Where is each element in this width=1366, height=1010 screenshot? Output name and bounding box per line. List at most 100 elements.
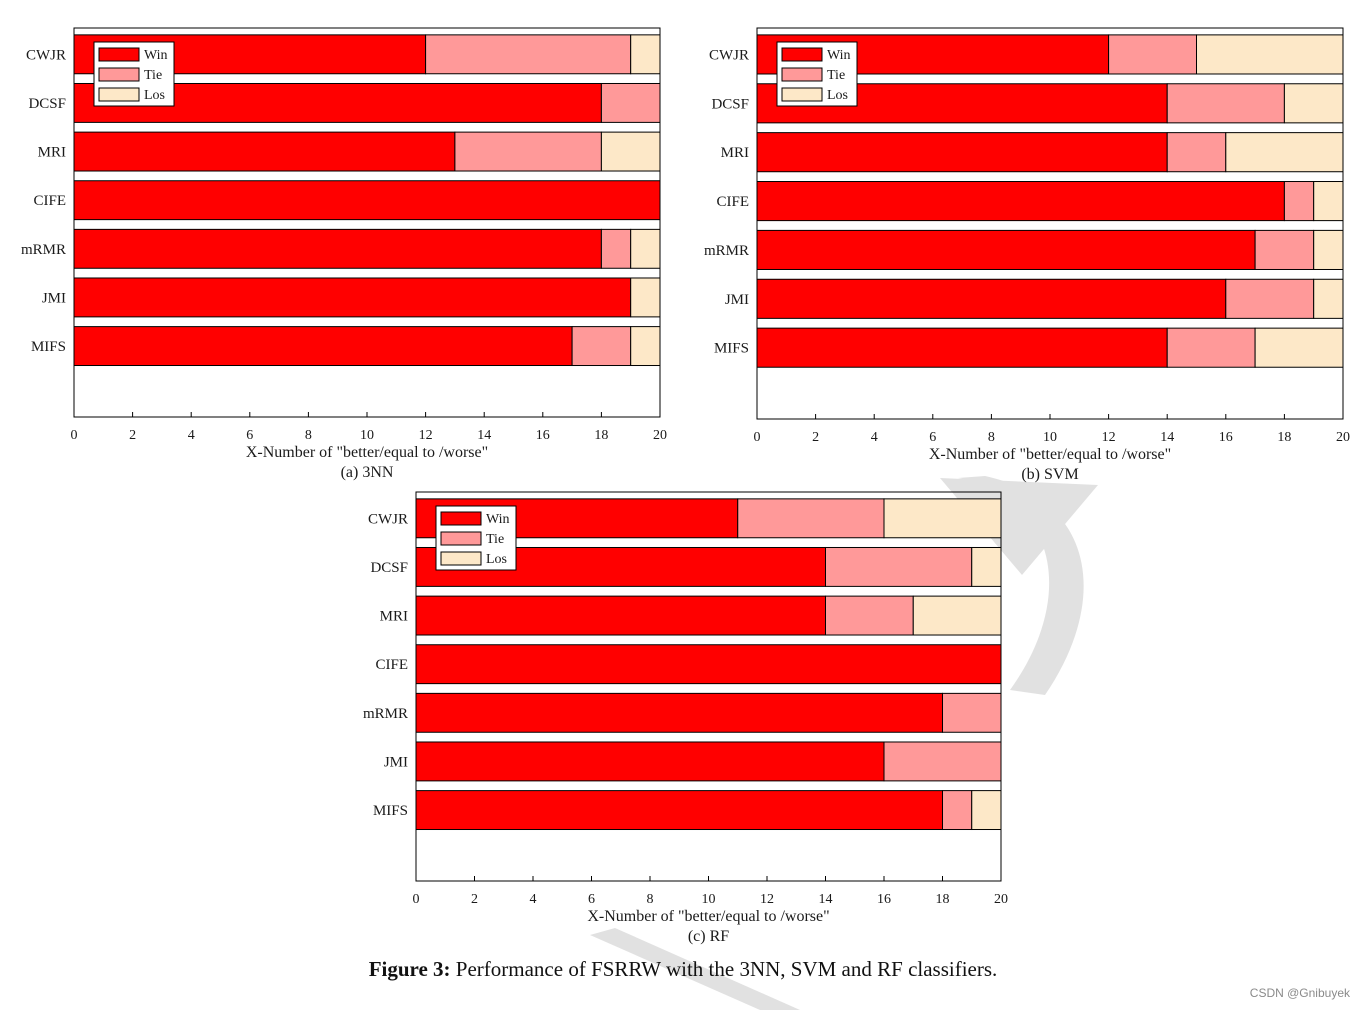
bar-los-cife xyxy=(1313,181,1344,222)
bar-los-cwjr xyxy=(630,34,661,75)
y-tick-label-cwjr: CWJR xyxy=(709,47,749,63)
x-tick-label: 14 xyxy=(819,892,833,907)
bar-los-mri xyxy=(600,131,661,172)
legend: Win Tie Los xyxy=(93,41,175,107)
y-tick-label-cwjr: CWJR xyxy=(368,511,408,527)
legend-label-los: Los xyxy=(486,552,507,567)
x-tick-label: 10 xyxy=(702,892,716,907)
bar-los-cwjr xyxy=(883,498,1002,539)
legend-swatch-win xyxy=(781,47,823,62)
x-axis-label: X-Number of "better/equal to /worse" xyxy=(587,908,829,925)
x-tick-label: 4 xyxy=(188,428,195,443)
x-tick-label: 10 xyxy=(1043,430,1057,445)
x-tick-label: 12 xyxy=(1102,430,1116,445)
y-tick-label-cife: CIFE xyxy=(375,657,408,673)
x-tick-label: 16 xyxy=(877,892,891,907)
bar-tie-dcsf xyxy=(600,82,661,123)
bar-win-mri xyxy=(73,131,456,172)
x-tick-label: 12 xyxy=(419,428,433,443)
y-tick-label-cife: CIFE xyxy=(716,194,749,210)
legend-label-tie: Tie xyxy=(486,532,504,547)
legend-swatch-win xyxy=(98,47,140,62)
chart-subtitle: (c) RF xyxy=(688,928,729,945)
y-tick-label-mri: MRI xyxy=(380,609,408,625)
y-tick-label-mri: MRI xyxy=(721,145,749,161)
x-tick-label: 6 xyxy=(929,430,936,445)
x-tick-label: 18 xyxy=(1277,430,1291,445)
legend-label-win: Win xyxy=(827,48,851,63)
bar-win-jmi xyxy=(756,278,1227,319)
legend-label-tie: Tie xyxy=(827,68,845,83)
y-tick-label-jmi: JMI xyxy=(42,290,66,306)
bar-los-mri xyxy=(912,595,1002,636)
x-tick-label: 16 xyxy=(1219,430,1233,445)
legend-label-win: Win xyxy=(486,512,510,527)
bar-los-mifs xyxy=(1254,327,1344,368)
bar-los-mifs xyxy=(630,326,661,367)
x-tick-label: 4 xyxy=(530,892,537,907)
bar-los-dcsf xyxy=(971,546,1002,587)
bar-tie-cwjr xyxy=(425,34,632,75)
bar-tie-cwjr xyxy=(1108,34,1197,75)
x-tick-label: 2 xyxy=(812,430,819,445)
bar-win-mrmr xyxy=(756,229,1256,270)
bar-los-jmi xyxy=(630,277,661,318)
x-tick-label: 18 xyxy=(936,892,950,907)
x-tick-label: 20 xyxy=(1336,430,1350,445)
x-tick-label: 8 xyxy=(988,430,995,445)
x-tick-label: 18 xyxy=(594,428,608,443)
chart-subtitle: (b) SVM xyxy=(1021,466,1078,483)
legend-swatch-tie xyxy=(98,67,140,82)
bar-los-cwjr xyxy=(1196,34,1344,75)
bar-win-mifs xyxy=(73,326,573,367)
y-tick-label-dcsf: DCSF xyxy=(711,96,749,112)
x-axis-label: X-Number of "better/equal to /worse" xyxy=(246,444,488,461)
y-tick-label-dcsf: DCSF xyxy=(370,560,408,576)
legend-label-los: Los xyxy=(827,88,848,103)
chart-panel-svm: CWJR DCSF MRI CIFE mRMR JMI MIFS 0 2 4 6 8 10 12 14 16 1… xyxy=(704,27,1350,483)
bar-tie-mifs xyxy=(1166,327,1256,368)
legend-swatch-tie xyxy=(440,531,482,546)
bar-tie-mrmr xyxy=(600,228,632,269)
legend-swatch-win xyxy=(440,511,482,526)
y-tick-label-mifs: MIFS xyxy=(31,339,66,355)
x-tick-label: 2 xyxy=(471,892,478,907)
bar-win-jmi xyxy=(415,741,885,782)
x-tick-label: 8 xyxy=(647,892,654,907)
bar-tie-mifs xyxy=(571,326,632,367)
bar-los-mifs xyxy=(971,790,1002,831)
legend-swatch-los xyxy=(440,551,482,566)
y-tick-label-mri: MRI xyxy=(38,145,66,161)
bar-tie-mri xyxy=(454,131,602,172)
bar-tie-mri xyxy=(1166,132,1227,173)
legend-swatch-los xyxy=(98,87,140,102)
legend-label-win: Win xyxy=(144,48,168,63)
bar-tie-cife xyxy=(1283,181,1315,222)
x-tick-label: 0 xyxy=(71,428,78,443)
y-tick-label-mrmr: mRMR xyxy=(21,242,66,258)
bar-los-mri xyxy=(1225,132,1344,173)
bar-win-jmi xyxy=(73,277,632,318)
bar-win-mifs xyxy=(756,327,1168,368)
x-tick-label: 14 xyxy=(1160,430,1174,445)
bar-tie-jmi xyxy=(1225,278,1315,319)
legend: Win Tie Los xyxy=(435,505,517,571)
bar-los-mrmr xyxy=(1313,229,1344,270)
x-tick-label: 0 xyxy=(754,430,761,445)
x-tick-label: 4 xyxy=(871,430,878,445)
chart-panel-3nn: CWJR DCSF MRI CIFE mRMR JMI MIFS 0 2 4 6 8 10 12 14 16 1… xyxy=(21,27,667,481)
x-tick-label: 10 xyxy=(360,428,374,443)
bar-tie-mrmr xyxy=(1254,229,1315,270)
bar-win-mrmr xyxy=(73,228,602,269)
bar-los-mrmr xyxy=(630,228,661,269)
bar-win-mrmr xyxy=(415,692,943,733)
x-tick-label: 2 xyxy=(129,428,136,443)
y-tick-label-jmi: JMI xyxy=(725,292,749,308)
y-tick-label-jmi: JMI xyxy=(384,754,408,770)
figure-caption-text: Performance of FSRRW with the 3NN, SVM a… xyxy=(455,957,998,981)
legend-label-tie: Tie xyxy=(144,68,162,83)
x-tick-label: 6 xyxy=(246,428,253,443)
legend-swatch-tie xyxy=(781,67,823,82)
bar-tie-jmi xyxy=(883,741,1002,782)
